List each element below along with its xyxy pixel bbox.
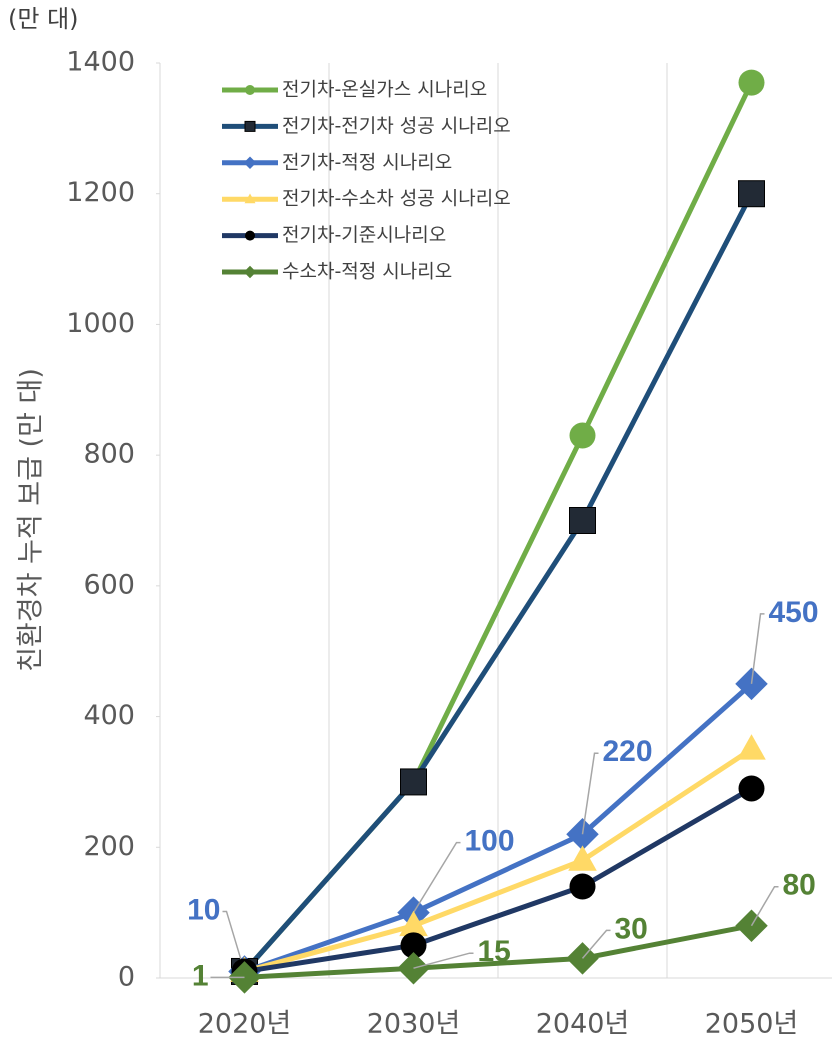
series-marker: [568, 845, 597, 871]
leader-line: [413, 952, 474, 969]
legend-label: 전기차-전기차 성공 시나리오: [282, 115, 511, 137]
series-marker: [400, 768, 427, 796]
x-tick-label: 2040년: [536, 1009, 630, 1040]
x-tick-label: 2050년: [705, 1009, 799, 1040]
series-marker: [569, 507, 596, 534]
data-label: 30: [615, 912, 648, 945]
x-tick-label: 2020년: [198, 1009, 292, 1040]
y-tick-label: 600: [83, 569, 135, 600]
leader-line: [750, 613, 765, 684]
data-label: 1: [192, 959, 209, 992]
legend-label: 수소차-적정 시나리오: [282, 261, 452, 283]
legend-label: 전기차-온실가스 시나리오: [282, 79, 487, 101]
y-axis-title: 친환경차 누적 보급 (만 대): [16, 368, 47, 672]
x-tick-label: 2030년: [367, 1009, 461, 1040]
series-marker: [738, 180, 765, 208]
legend-marker: [245, 230, 255, 241]
y-tick-label: 800: [83, 439, 135, 470]
y-tick-label: 1200: [66, 177, 135, 208]
y-tick-label: 1000: [66, 308, 135, 339]
legend-marker: [245, 85, 255, 95]
data-label: 450: [769, 596, 819, 629]
leader-line: [581, 752, 599, 835]
series-marker: [569, 873, 596, 900]
series-line: [243, 747, 753, 974]
legend-marker: [243, 156, 257, 170]
y-tick-label: 0: [118, 962, 135, 993]
leader-line: [412, 841, 461, 914]
data-label: 80: [783, 869, 816, 902]
data-label: 15: [478, 935, 511, 968]
data-label: 100: [465, 825, 515, 858]
data-label: 10: [187, 893, 220, 926]
unit-label: (만 대): [8, 5, 79, 33]
series-line: [242, 192, 754, 974]
legend-label: 전기차-수소차 성공 시나리오: [282, 188, 511, 210]
series-marker: [569, 422, 596, 449]
series-line: [244, 786, 753, 974]
series-marker: [399, 910, 428, 937]
legend-marker: [244, 193, 256, 204]
y-tick-label: 200: [83, 831, 135, 862]
data-label: 220: [603, 735, 653, 768]
series-marker: [400, 932, 427, 959]
leader-line: [750, 885, 779, 927]
leader-line: [222, 910, 246, 972]
series-line: [244, 923, 752, 980]
leader-line: [581, 929, 611, 959]
series-line: [243, 682, 754, 974]
y-tick-label: 400: [83, 700, 135, 731]
legend-marker: [244, 120, 256, 132]
legend-marker: [243, 265, 257, 279]
series-marker: [738, 775, 765, 802]
series-marker: [738, 69, 765, 96]
y-tick-label: 1400: [66, 47, 135, 78]
series-marker: [737, 734, 766, 760]
legend-label: 전기차-적정 시나리오: [282, 151, 452, 173]
legend-label: 전기차-기준시나리오: [282, 224, 446, 246]
